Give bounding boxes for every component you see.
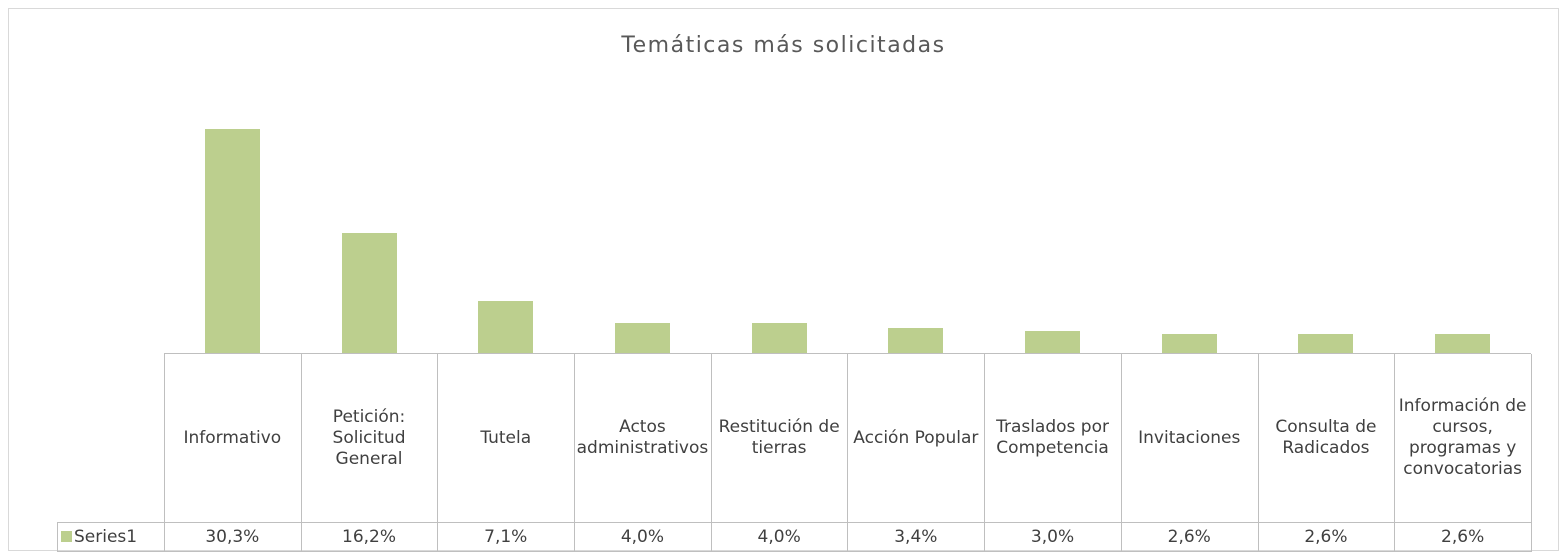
category-label: Invitaciones bbox=[1121, 354, 1259, 522]
category-label: Actos administrativos bbox=[574, 354, 712, 522]
bar bbox=[341, 233, 397, 353]
bar bbox=[1161, 333, 1217, 353]
value-label: 16,2% bbox=[300, 522, 439, 552]
legend: Series1 bbox=[61, 522, 137, 551]
chart-title: Temáticas más solicitadas bbox=[621, 33, 946, 58]
chart: Temáticas más solicitadas Series1 Informa… bbox=[8, 8, 1559, 552]
bar bbox=[888, 327, 944, 353]
category-label: Informativo bbox=[164, 354, 302, 522]
value-label: 3,4% bbox=[847, 522, 986, 552]
bar bbox=[1298, 333, 1354, 353]
value-label: 4,0% bbox=[574, 522, 712, 552]
category-label: Información de cursos, programas y convo… bbox=[1394, 354, 1532, 522]
bar bbox=[204, 129, 260, 353]
category-label: Restitución de tierras bbox=[711, 354, 849, 522]
category-label: Consulta de Radicados bbox=[1258, 354, 1396, 522]
category-label: Traslados por Competencia bbox=[984, 354, 1122, 522]
legend-label: Series1 bbox=[74, 526, 138, 547]
table-top-line bbox=[164, 353, 1531, 354]
value-label: 7,1% bbox=[437, 522, 576, 552]
bar bbox=[478, 300, 534, 353]
legend-swatch bbox=[61, 531, 72, 542]
value-label: 30,3% bbox=[164, 522, 302, 552]
value-label: 2,6% bbox=[1257, 522, 1396, 552]
category-label: Acción Popular bbox=[848, 354, 986, 522]
value-label: 2,6% bbox=[1394, 522, 1532, 552]
value-label: 2,6% bbox=[1120, 522, 1259, 552]
value-label: 4,0% bbox=[710, 522, 849, 552]
bar bbox=[751, 323, 807, 353]
value-label: 3,0% bbox=[984, 522, 1122, 552]
bar bbox=[614, 323, 670, 353]
category-label: Petición: Solicitud General bbox=[301, 354, 439, 522]
bar bbox=[1435, 333, 1491, 353]
legend-cell-border bbox=[57, 522, 165, 552]
bar bbox=[1025, 330, 1081, 353]
table-left-line bbox=[164, 353, 165, 522]
category-label: Tutela bbox=[437, 354, 576, 522]
